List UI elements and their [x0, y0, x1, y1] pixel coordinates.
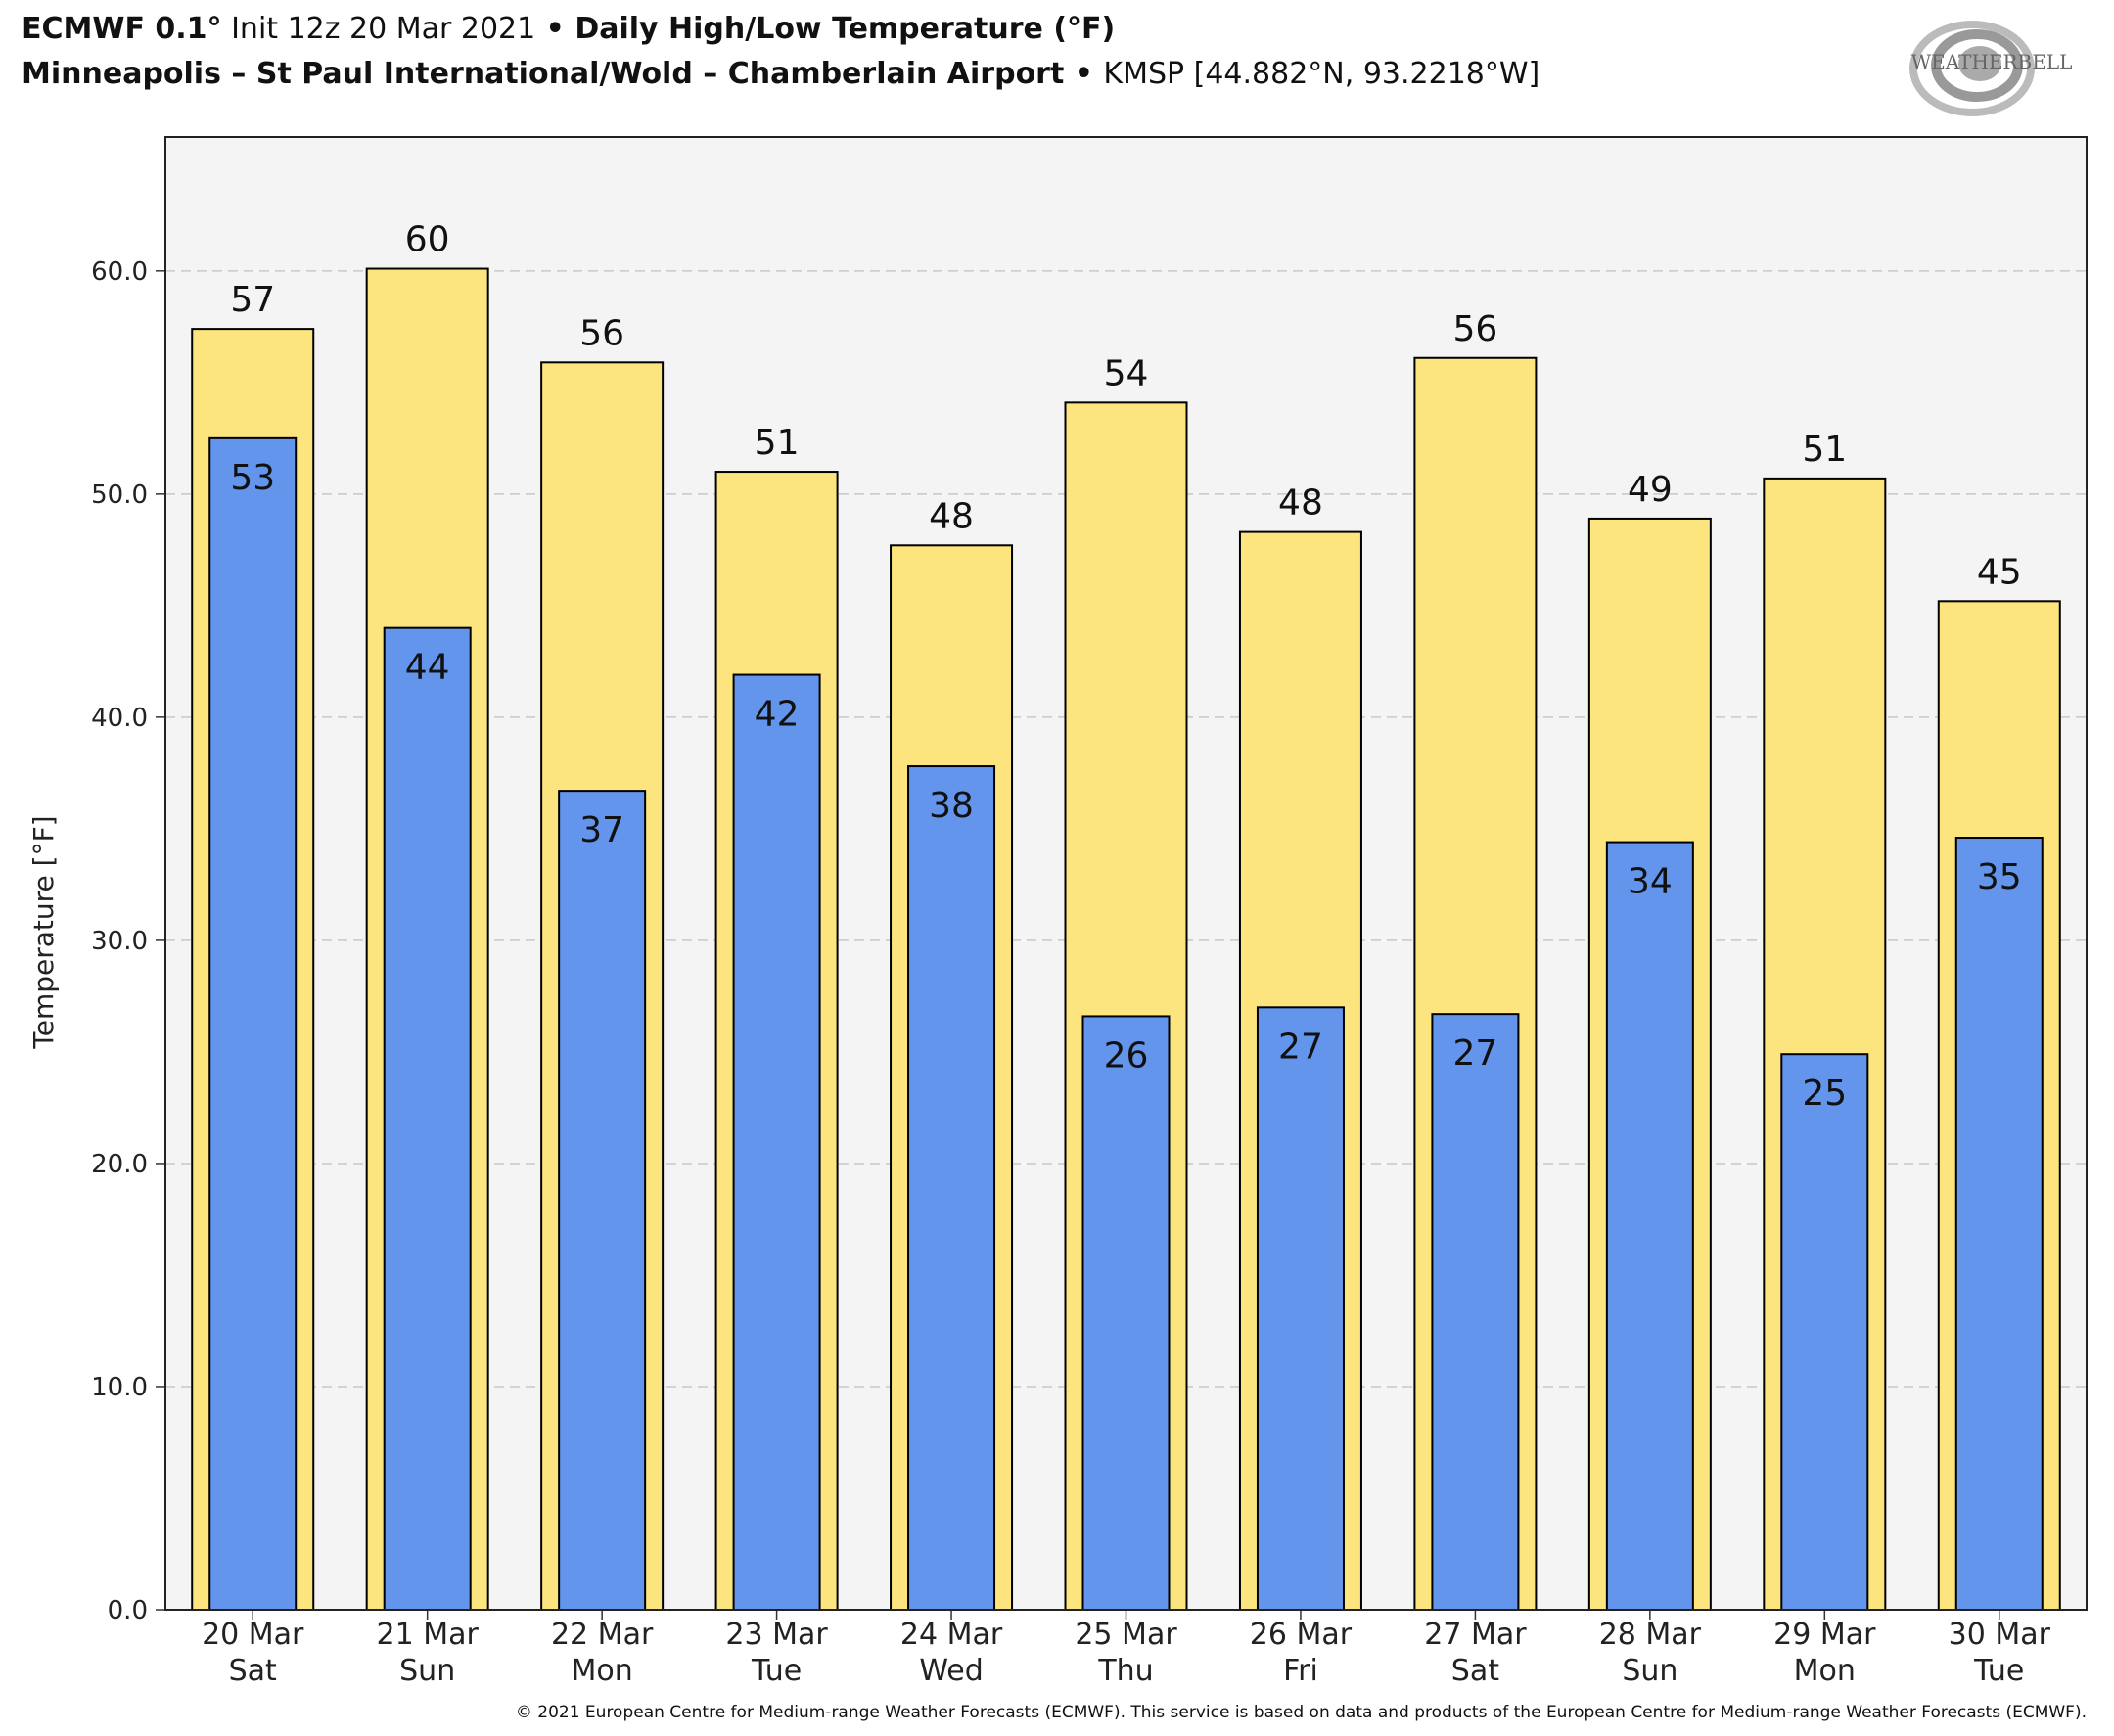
high-temp-label: 57 [230, 280, 275, 320]
x-tick-label-day: Sun [1622, 1654, 1677, 1688]
y-tick-label: 30.0 [91, 927, 148, 956]
separator: • [535, 12, 575, 46]
x-tick-label-day: Fri [1283, 1654, 1318, 1688]
low-temp-label: 42 [755, 695, 800, 735]
y-tick-label: 40.0 [91, 704, 148, 733]
low-temp-label: 34 [1628, 862, 1673, 902]
model-name: ECMWF 0.1° [22, 12, 222, 46]
low-temp-bar [732, 673, 821, 1611]
low-temp-bar [383, 626, 472, 1611]
high-temp-label: 54 [1104, 353, 1149, 393]
low-temp-label: 37 [579, 810, 624, 850]
init-time: Init 12z 20 Mar 2021 [221, 12, 536, 46]
low-temp-bar [1256, 1006, 1345, 1612]
x-tick-label-day: Sat [1451, 1654, 1499, 1688]
high-temp-label: 45 [1977, 552, 2022, 592]
low-temp-label: 26 [1104, 1035, 1149, 1075]
high-temp-label: 49 [1628, 470, 1673, 510]
high-temp-label: 56 [1453, 309, 1498, 349]
low-temp-bar [907, 765, 996, 1611]
x-tick-label-date: 24 Mar [900, 1618, 1003, 1652]
plot-frame [164, 136, 2088, 1611]
high-temp-label: 56 [579, 313, 624, 353]
x-tick-label-day: Sat [229, 1654, 277, 1688]
low-temp-label: 25 [1802, 1074, 1847, 1114]
x-tick-label-date: 27 Mar [1424, 1618, 1527, 1652]
y-tick-label: 60.0 [91, 257, 148, 287]
low-temp-bar [1605, 841, 1694, 1611]
low-temp-bar [1954, 837, 2044, 1611]
low-temp-label: 27 [1453, 1033, 1498, 1074]
low-temp-label: 44 [405, 648, 450, 688]
x-tick-label-date: 30 Mar [1949, 1618, 2051, 1652]
high-temp-label: 51 [755, 423, 800, 463]
x-tick-label-date: 25 Mar [1075, 1618, 1177, 1652]
low-temp-label: 53 [230, 458, 275, 498]
low-temp-label: 35 [1977, 857, 2022, 897]
low-temp-label: 38 [929, 786, 974, 826]
low-temp-bar [208, 436, 298, 1611]
y-tick-label: 50.0 [91, 480, 148, 510]
x-tick-label-date: 22 Mar [551, 1618, 654, 1652]
low-temp-label: 27 [1278, 1027, 1323, 1067]
x-tick-label-day: Tue [751, 1654, 802, 1688]
station-name: Minneapolis – St Paul International/Wold… [22, 57, 1065, 91]
x-tick-label-day: Wed [919, 1654, 983, 1688]
copyright-footer: © 2021 European Centre for Medium-range … [515, 1703, 2087, 1722]
y-tick-label: 10.0 [91, 1373, 148, 1402]
low-temp-bar [558, 790, 647, 1611]
low-temp-bar [1780, 1053, 1869, 1612]
y-tick-label: 20.0 [91, 1150, 148, 1179]
separator: • [1064, 57, 1104, 91]
x-tick-label-date: 21 Mar [377, 1618, 480, 1652]
high-temp-label: 48 [929, 496, 974, 536]
x-tick-label-day: Sun [399, 1654, 455, 1688]
station-coords: KMSP [44.882°N, 93.2218°W] [1103, 57, 1540, 91]
low-temp-bar [1431, 1013, 1520, 1611]
chart-title-line-2: Minneapolis – St Paul International/Wold… [22, 57, 1540, 91]
low-temp-bar [1081, 1015, 1171, 1612]
x-tick-label-date: 26 Mar [1250, 1618, 1353, 1652]
x-tick-label-day: Mon [572, 1654, 633, 1688]
high-temp-label: 48 [1278, 483, 1323, 524]
x-tick-label-date: 23 Mar [725, 1618, 828, 1652]
x-tick-label-date: 29 Mar [1773, 1618, 1876, 1652]
x-tick-label-day: Mon [1794, 1654, 1856, 1688]
product-name: Daily High/Low Temperature (°F) [574, 12, 1116, 46]
x-tick-label-day: Thu [1097, 1654, 1153, 1688]
y-axis-label: Temperature [°F] [27, 815, 60, 1049]
y-tick-label: 0.0 [108, 1596, 148, 1625]
weatherbell-logo: WEATHERBELL [1909, 21, 2073, 116]
high-temp-label: 51 [1802, 430, 1847, 470]
chart-title-line-1: ECMWF 0.1° Init 12z 20 Mar 2021 • Daily … [22, 12, 1115, 46]
svg-text:WEATHERBELL: WEATHERBELL [1911, 50, 2073, 73]
x-tick-label-day: Tue [1973, 1654, 2024, 1688]
x-tick-label-date: 20 Mar [202, 1618, 304, 1652]
high-temp-label: 60 [405, 220, 450, 260]
x-tick-label-date: 28 Mar [1599, 1618, 1702, 1652]
